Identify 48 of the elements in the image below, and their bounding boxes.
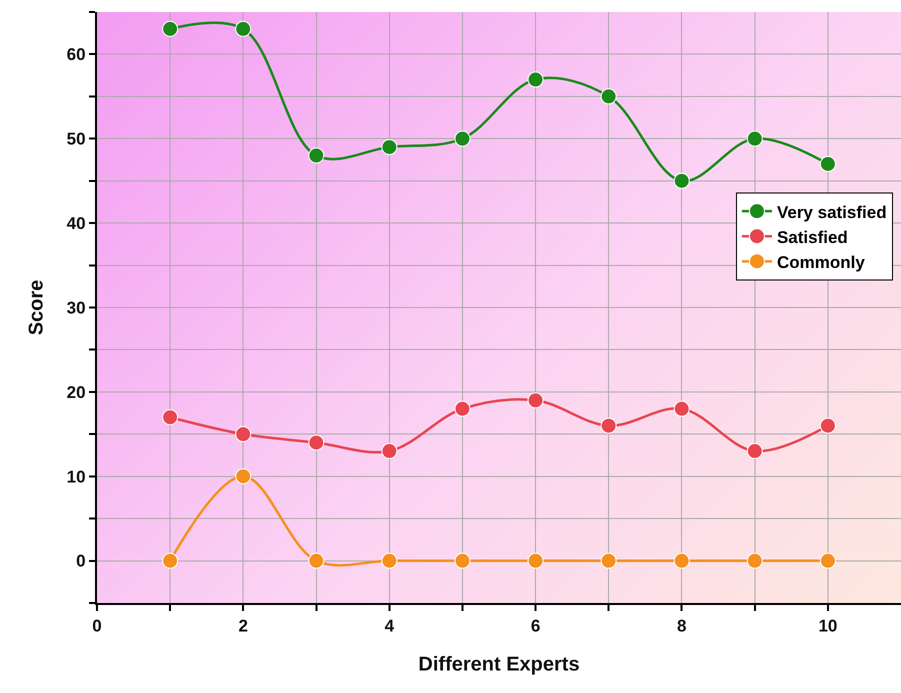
x-tick-label: 10 [818, 616, 838, 636]
point [528, 552, 544, 569]
point [308, 148, 324, 164]
y-tick-label: 30 [66, 298, 86, 318]
point [162, 552, 178, 569]
y-axis-title: Score [26, 280, 48, 336]
point [600, 418, 617, 434]
y-tick-label: 10 [66, 467, 86, 486]
point [454, 552, 470, 569]
point [820, 156, 836, 172]
point [381, 443, 398, 460]
point [308, 552, 324, 569]
point [600, 88, 617, 104]
y-tick-label: 40 [66, 214, 86, 234]
point [820, 552, 836, 569]
y-tick-label: 60 [66, 45, 86, 64]
legend-label: Commonly [776, 252, 866, 272]
point [454, 130, 470, 147]
point [235, 468, 252, 484]
point [381, 139, 398, 156]
point [528, 72, 544, 88]
y-tick-label: 20 [66, 382, 86, 402]
x-tick-label: 4 [384, 616, 395, 636]
legend-label: Satisfied [776, 228, 848, 247]
point [235, 426, 252, 442]
x-tick-label: 2 [238, 616, 248, 636]
x-axis-title: Different Experts [418, 653, 580, 676]
point [674, 552, 690, 569]
point [746, 552, 763, 569]
point [162, 409, 178, 426]
point [674, 172, 690, 189]
point [600, 552, 617, 569]
point [746, 443, 763, 460]
point [235, 20, 252, 37]
point [746, 130, 763, 147]
x-tick-label: 6 [530, 616, 540, 636]
point [454, 400, 470, 417]
x-tick-label: 8 [676, 616, 686, 636]
point [381, 552, 398, 569]
legend-label: Very satisfied [776, 202, 887, 222]
point [162, 20, 178, 37]
point [528, 392, 544, 408]
point [820, 418, 836, 434]
point [674, 400, 690, 417]
point [308, 434, 324, 451]
y-tick-label: 0 [76, 552, 86, 571]
y-tick-label: 50 [66, 130, 86, 149]
x-tick-label: 0 [92, 616, 102, 636]
